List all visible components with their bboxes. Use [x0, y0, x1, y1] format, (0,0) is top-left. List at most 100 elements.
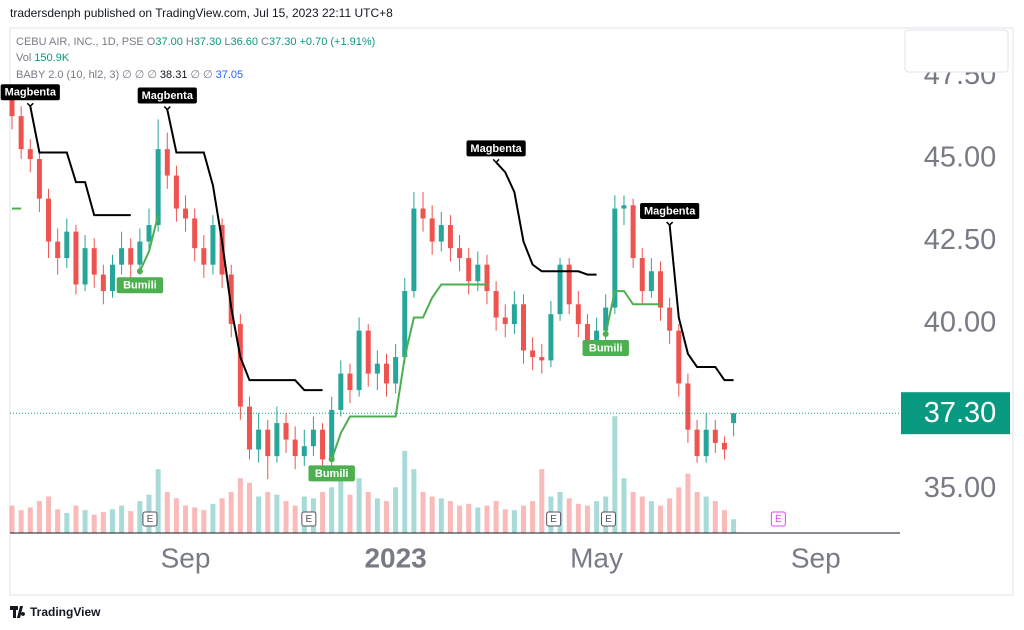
x-tick-label: Sep: [161, 542, 211, 573]
signal-box: [137, 87, 197, 104]
earnings-marker: [142, 511, 158, 527]
signal-box: [466, 140, 526, 157]
indicator-line: [495, 161, 597, 276]
tv-logo: [10, 606, 26, 618]
candle-body: [173, 175, 179, 209]
volume-bar: [27, 507, 33, 533]
chart-frame: [9, 27, 1014, 596]
earnings-label: E: [306, 514, 313, 525]
earnings-marker: [301, 511, 317, 527]
y-tick-label: 35.00: [924, 472, 997, 504]
signal-label: Bumili: [315, 468, 349, 480]
candle-body: [320, 429, 326, 460]
candle-body: [603, 307, 609, 331]
candle-body: [493, 291, 499, 318]
legend-key: L: [224, 36, 231, 48]
candle-body: [511, 304, 517, 325]
candle-body: [521, 304, 527, 351]
candle-body: [639, 258, 645, 292]
candle-body: [393, 357, 399, 384]
candle-body: [502, 317, 508, 325]
candle-body: [73, 231, 79, 285]
volume-bar: [219, 498, 225, 533]
candle-body: [648, 271, 654, 292]
candle-body: [721, 442, 727, 450]
signal-arrow: [26, 102, 34, 108]
signal-label: Magbenta: [644, 205, 696, 217]
candle-body: [584, 324, 590, 341]
y-tick-label: 42.50: [924, 224, 997, 256]
signal-dot: [136, 268, 143, 275]
candle-body: [447, 225, 453, 249]
candle-body: [27, 149, 33, 160]
candle-body: [155, 149, 161, 226]
volume-bar: [201, 510, 207, 533]
volume-bar: [694, 491, 700, 533]
x-tick-label: May: [570, 542, 623, 573]
legend-symbol: CEBU AIR, INC., 1D, PSE: [16, 36, 144, 48]
volume-bar: [639, 496, 645, 533]
legend-value: 37.30: [193, 36, 222, 48]
legend-indicator: BABY 2.0 (10, hl2, 3) ∅ ∅ ∅ 38.31 ∅ ∅ 37.05: [16, 68, 246, 81]
volume-bar: [648, 501, 654, 533]
candle-body: [219, 225, 225, 275]
candle-body: [383, 363, 389, 384]
signal-dot: [602, 330, 609, 337]
top-right-box: [904, 29, 1009, 73]
legend-value: ∅: [190, 69, 201, 81]
candle-body: [265, 429, 271, 457]
candle-body: [338, 373, 344, 410]
candle-body: [329, 409, 335, 460]
legend-key: C: [261, 36, 269, 48]
candle-body: [283, 423, 289, 440]
volume-bar: [329, 487, 335, 533]
volume-bar: [475, 507, 481, 533]
candle-body: [530, 350, 536, 358]
candle-body: [484, 264, 490, 292]
candle-body: [100, 274, 106, 292]
legend-value: 38.31: [159, 69, 188, 81]
volume-bar: [630, 491, 636, 533]
volume-bar: [292, 505, 298, 533]
x-tick-label: 2023: [364, 542, 426, 573]
volume-bar: [466, 503, 472, 533]
candle-body: [411, 208, 417, 292]
volume-bar: [566, 498, 572, 533]
volume-bar: [73, 505, 79, 533]
signal-box: [0, 84, 60, 101]
y-tick-label: 45.00: [924, 142, 997, 174]
candle-body: [621, 205, 627, 209]
volume-bar: [594, 501, 600, 533]
candle-body: [9, 99, 15, 117]
volume-bar: [164, 491, 170, 533]
volume-bar: [447, 501, 453, 533]
candle-body: [539, 357, 545, 361]
signal-arrow: [163, 106, 171, 111]
legend-value: 37.00: [155, 36, 183, 48]
candle-body: [246, 406, 252, 450]
candle-body: [466, 258, 472, 282]
candle-body: [658, 271, 664, 308]
candle-body: [137, 241, 143, 265]
signal-label: Magbenta: [142, 90, 194, 102]
volume-bar: [265, 491, 271, 533]
legend-value: ∅: [122, 69, 132, 81]
candle-body: [347, 373, 353, 391]
volume-bar: [685, 473, 691, 533]
candle-body: [712, 429, 718, 443]
candle-body: [685, 383, 691, 430]
candle-body: [438, 225, 444, 242]
legend-key: O: [146, 36, 156, 48]
candle-body: [594, 330, 600, 341]
legend-value: ∅: [147, 69, 157, 81]
legend-indicator-name: BABY 2.0 (10, hl2, 3): [16, 69, 120, 81]
volume-bar: [237, 478, 243, 533]
volume-bar: [502, 509, 508, 533]
legend-value: ∅: [203, 69, 213, 81]
candle-body: [128, 248, 134, 265]
legend-key: H: [185, 36, 194, 48]
candle-body: [566, 264, 572, 305]
candle-body: [119, 248, 125, 265]
volume-bar: [438, 498, 444, 533]
legend-key: Vol: [16, 52, 32, 64]
